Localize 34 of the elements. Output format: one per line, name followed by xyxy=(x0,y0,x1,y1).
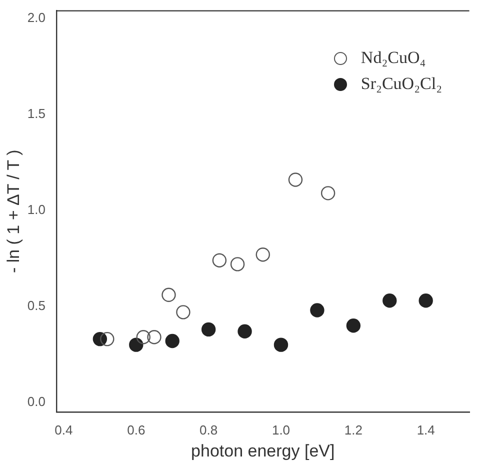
point xyxy=(382,294,397,308)
x-tick-label: 0.6 xyxy=(127,422,146,438)
y-tick-label: 1.0 xyxy=(27,202,46,218)
point xyxy=(288,172,303,187)
point xyxy=(230,257,245,272)
x-tick-label: 1.4 xyxy=(416,422,435,438)
point xyxy=(129,338,144,352)
x-tick-label: 0.8 xyxy=(200,422,218,438)
x-axis-title: photon energy [eV] xyxy=(191,441,335,460)
point xyxy=(346,318,361,333)
x-tick-label: 0.4 xyxy=(54,422,73,438)
point xyxy=(320,186,336,200)
x-tick-label: 1.2 xyxy=(344,422,362,438)
point xyxy=(100,332,114,346)
point xyxy=(418,294,433,308)
point xyxy=(310,303,324,318)
point xyxy=(238,324,252,338)
point xyxy=(147,330,162,344)
y-tick-label: 0.5 xyxy=(27,298,46,313)
point xyxy=(212,253,227,268)
point xyxy=(136,330,150,344)
x-tick-label: 1.0 xyxy=(272,422,290,438)
legend-label: Sr₂CuO₂Cl₂ xyxy=(360,73,442,95)
y-tick-label: 0.0 xyxy=(27,394,46,409)
y-tick-label: 1.5 xyxy=(27,106,46,122)
point xyxy=(165,334,180,348)
y-tick-label: 2.0 xyxy=(27,10,46,26)
point xyxy=(162,288,176,302)
legend-label: Nd₂CuO₄ xyxy=(360,47,426,69)
y-axis-title: - ln ( 1 + ΔT / T ) xyxy=(4,150,23,274)
point xyxy=(274,338,288,352)
point xyxy=(176,305,190,320)
point xyxy=(256,247,270,262)
point xyxy=(201,322,216,337)
